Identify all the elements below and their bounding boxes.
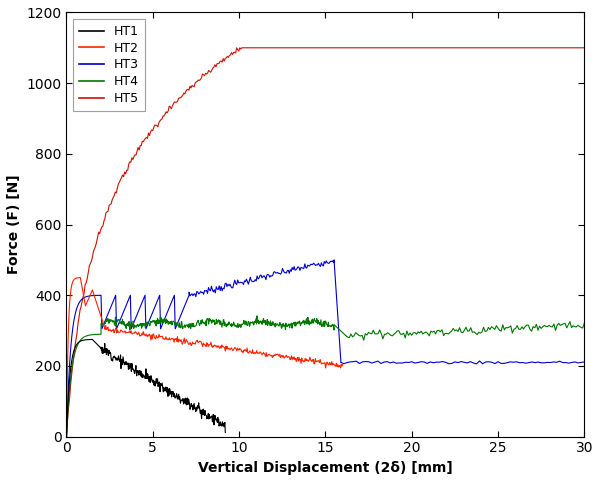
X-axis label: Vertical Displacement (2δ) [mm]: Vertical Displacement (2δ) [mm] (198, 461, 453, 475)
Legend: HT1, HT2, HT3, HT4, HT5: HT1, HT2, HT3, HT4, HT5 (73, 19, 145, 111)
Y-axis label: Force (F) [N]: Force (F) [N] (7, 175, 21, 274)
